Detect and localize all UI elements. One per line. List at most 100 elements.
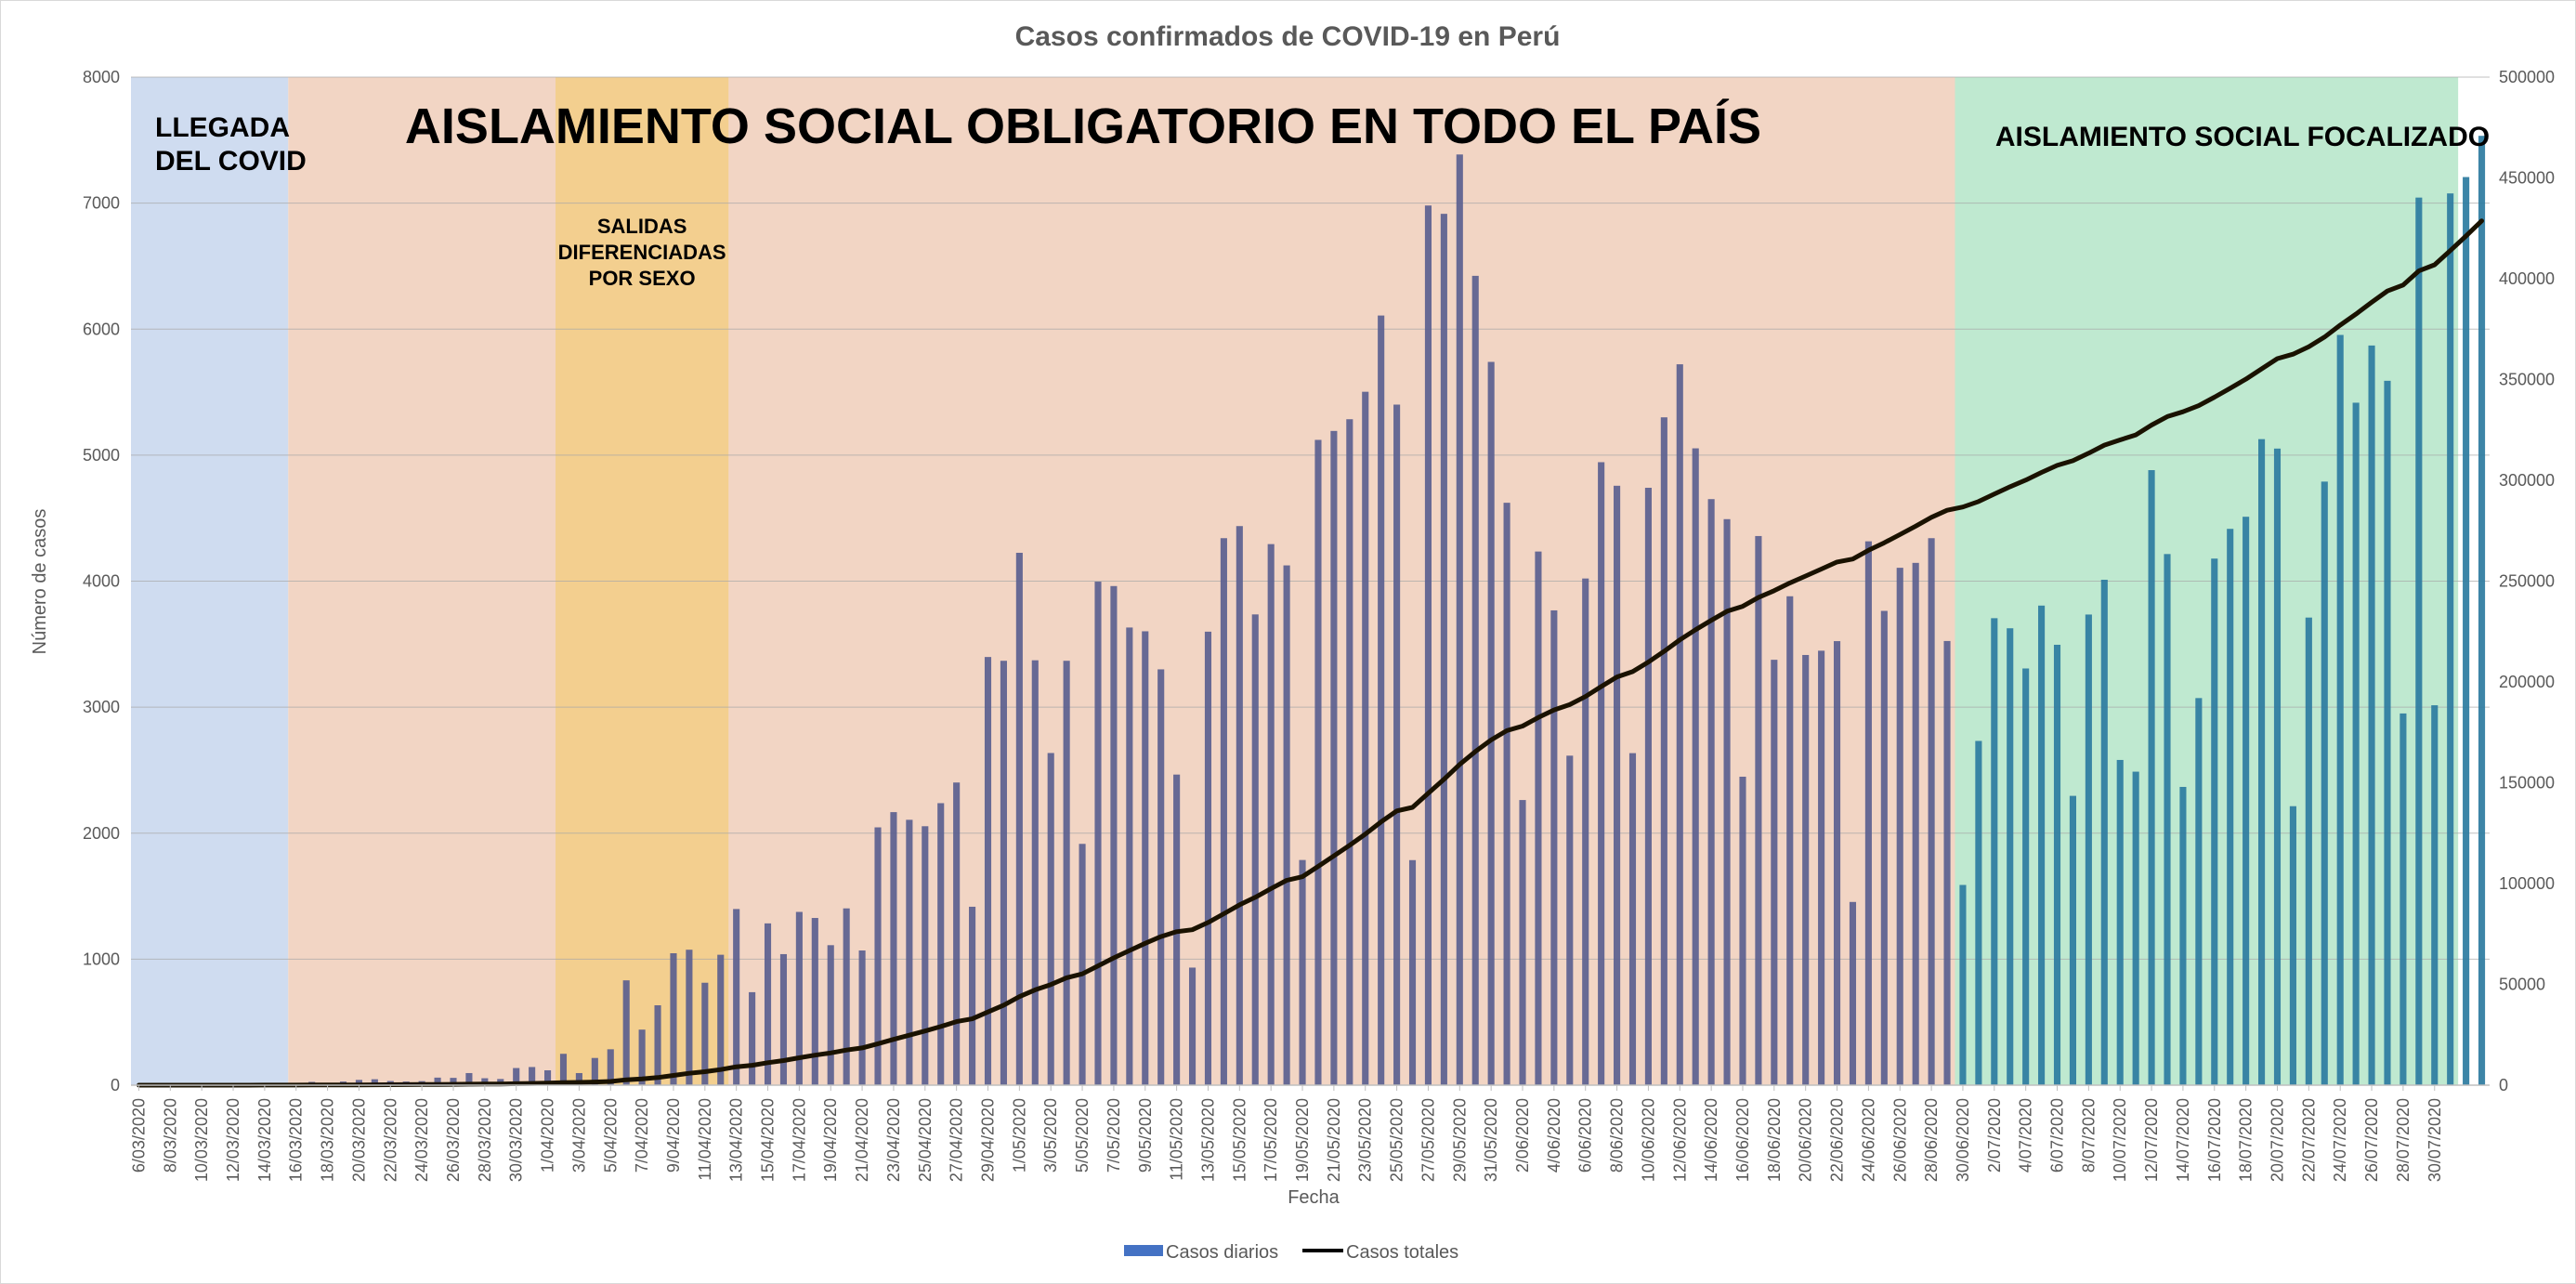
x-tick-label: 7/04/2020 — [633, 1098, 651, 1173]
x-tick-label: 4/07/2020 — [2017, 1098, 2035, 1173]
bar-day-90 — [1550, 609, 1558, 1085]
x-tick-label: 8/07/2020 — [2079, 1098, 2098, 1173]
bar-day-63 — [1126, 627, 1133, 1085]
bar-day-100 — [1707, 499, 1715, 1085]
x-tick-label: 26/06/2020 — [1890, 1098, 1909, 1182]
bar-day-118 — [1991, 618, 1998, 1085]
bar-day-79 — [1378, 315, 1385, 1085]
left-tick-label: 0 — [111, 1076, 120, 1094]
x-tick-label: 27/04/2020 — [948, 1098, 966, 1182]
x-tick-label: 1/04/2020 — [539, 1098, 557, 1173]
right-axis: 0 50000 100000 150000 200000 250000 300000 3500… — [2499, 68, 2555, 1094]
bar-day-128 — [2148, 470, 2155, 1085]
x-tick-label: 12/06/2020 — [1670, 1098, 1689, 1182]
x-tick-label: 16/07/2020 — [2205, 1098, 2224, 1182]
x-tick-label: 25/05/2020 — [1388, 1098, 1406, 1182]
bar-day-133 — [2227, 529, 2234, 1085]
x-tick-label: 1/05/2020 — [1010, 1098, 1028, 1173]
right-tick-label: 50000 — [2499, 976, 2545, 994]
x-tick-label: 12/03/2020 — [224, 1098, 242, 1182]
bar-day-50 — [922, 826, 929, 1085]
bar-day-120 — [2022, 668, 2030, 1085]
x-tick-label: 6/06/2020 — [1576, 1098, 1595, 1173]
bar-day-134 — [2243, 517, 2250, 1085]
bar-day-64 — [1142, 631, 1149, 1085]
right-tick-label: 150000 — [2499, 774, 2555, 793]
legend-label-daily: Casos diarios — [1166, 1242, 1278, 1263]
bar-day-44 — [827, 945, 834, 1085]
bar-day-85 — [1471, 275, 1479, 1085]
bar-day-113 — [1912, 562, 1919, 1085]
bar-day-78 — [1362, 391, 1369, 1085]
bar-day-129 — [2164, 554, 2171, 1085]
bar-day-81 — [1408, 859, 1417, 1085]
right-tick-label: 200000 — [2499, 673, 2555, 691]
bar-day-148 — [2463, 177, 2470, 1085]
bar-day-49 — [906, 819, 913, 1085]
x-tick-label: 24/06/2020 — [1859, 1098, 1877, 1182]
bar-day-51 — [937, 803, 945, 1085]
bar-day-83 — [1440, 214, 1447, 1085]
x-tick-label: 19/04/2020 — [821, 1098, 840, 1182]
x-tick-label: 10/03/2020 — [192, 1098, 211, 1182]
x-tick-label: 5/04/2020 — [601, 1098, 620, 1173]
region-label-1-0: AISLAMIENTO SOCIAL OBLIGATORIO EN TODO E… — [405, 98, 1761, 154]
bar-day-34 — [670, 953, 677, 1085]
series-line-casos-totales — [137, 218, 2484, 1088]
bar-day-53 — [969, 906, 976, 1085]
right-tick-label: 250000 — [2499, 572, 2555, 591]
x-tick-label: 15/04/2020 — [759, 1098, 778, 1182]
bar-day-21 — [465, 1072, 473, 1085]
x-tick-label: 3/05/2020 — [1041, 1098, 1060, 1173]
x-tick-label: 31/05/2020 — [1482, 1098, 1500, 1182]
region-label-0-1: DEL COVID — [155, 146, 307, 177]
right-tick-label: 500000 — [2499, 68, 2555, 86]
x-tick-label: 23/04/2020 — [884, 1098, 903, 1182]
bar-day-19 — [434, 1077, 441, 1085]
bar-day-62 — [1110, 585, 1118, 1085]
x-tick-label: 16/03/2020 — [287, 1098, 306, 1182]
x-tick-label: 23/05/2020 — [1356, 1098, 1375, 1182]
x-tick-label: 30/07/2020 — [2426, 1098, 2444, 1182]
bar-day-25 — [529, 1067, 536, 1085]
left-tick-label: 6000 — [83, 320, 120, 338]
bar-day-127 — [2132, 771, 2139, 1085]
bar-day-135 — [2258, 439, 2266, 1085]
bar-day-91 — [1566, 755, 1574, 1085]
bar-day-138 — [2305, 617, 2312, 1085]
bar-day-108 — [1833, 641, 1841, 1085]
bar-day-28 — [575, 1072, 582, 1085]
region-label-2-2: POR SEXO — [589, 267, 696, 290]
x-tick-label: 6/03/2020 — [129, 1098, 148, 1173]
x-tick-label: 21/05/2020 — [1325, 1098, 1343, 1182]
left-tick-label: 4000 — [83, 572, 120, 591]
legend-swatch-daily — [1124, 1245, 1163, 1256]
right-tick-label: 450000 — [2499, 169, 2555, 188]
bar-day-46 — [858, 950, 866, 1085]
x-tick-label: 7/05/2020 — [1105, 1098, 1123, 1173]
bar-day-56 — [1015, 552, 1023, 1085]
bar-day-87 — [1503, 503, 1510, 1085]
x-tick-label: 10/06/2020 — [1639, 1098, 1657, 1182]
x-tick-label: 6/07/2020 — [2048, 1098, 2067, 1173]
x-tick-label: 25/04/2020 — [916, 1098, 935, 1182]
bar-day-119 — [2007, 628, 2014, 1085]
x-tick-label: 11/05/2020 — [1168, 1098, 1186, 1181]
bar-day-121 — [2038, 605, 2046, 1085]
bar-day-80 — [1393, 404, 1401, 1085]
bar-day-31 — [622, 980, 630, 1085]
bar-day-14 — [355, 1080, 362, 1085]
bar-day-93 — [1598, 462, 1605, 1086]
bar-day-139 — [2321, 481, 2328, 1085]
bar-day-117 — [1975, 740, 1982, 1085]
x-tick-label: 3/04/2020 — [569, 1098, 588, 1173]
bar-day-131 — [2195, 698, 2203, 1085]
bar-day-67 — [1188, 967, 1196, 1085]
bar-day-103 — [1755, 535, 1762, 1085]
bar-day-142 — [2368, 345, 2375, 1086]
legend-label-total: Casos totales — [1346, 1242, 1458, 1263]
x-tick-label: 20/06/2020 — [1797, 1098, 1815, 1182]
bar-day-116 — [1959, 884, 1967, 1085]
bar-day-147 — [2447, 193, 2454, 1085]
